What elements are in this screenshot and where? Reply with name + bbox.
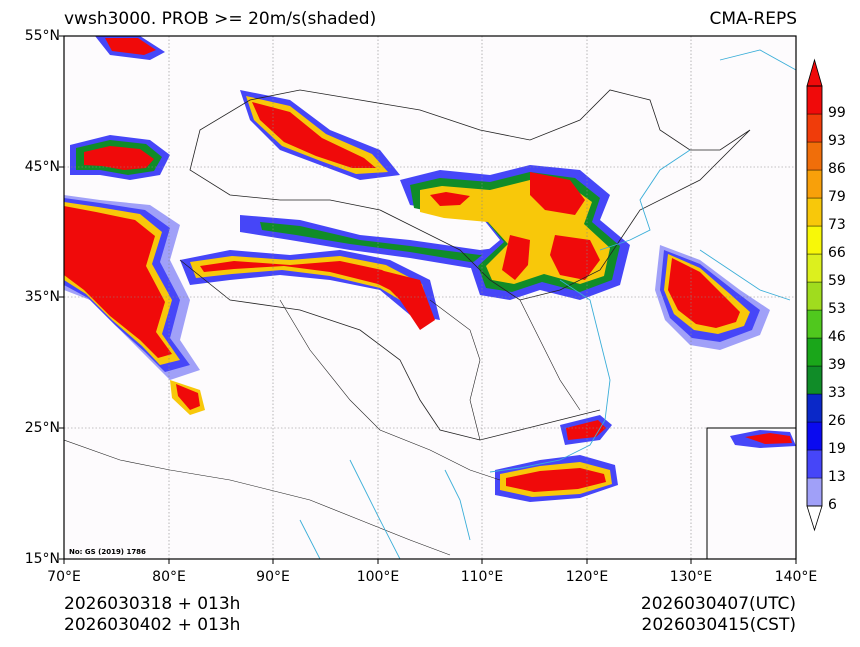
colorbar-label: 33: [828, 385, 846, 401]
colorbar-max-arrow: [806, 58, 823, 87]
colorbar-segment: [806, 225, 823, 255]
colorbar-label: 46: [828, 329, 846, 345]
colorbar-label: 59: [828, 273, 846, 289]
colorbar-segment: [806, 365, 823, 395]
gridlines: [64, 36, 796, 559]
colorbar-label: 73: [828, 217, 846, 233]
colorbar-segment: [806, 141, 823, 171]
colorbar-label: 19: [828, 441, 846, 457]
colorbar-segment: [806, 197, 823, 227]
lon-label-80: 80°E: [152, 569, 186, 585]
colorbar-segment: [806, 281, 823, 311]
shade-hexi-band: [240, 215, 520, 268]
lon-label-120: 120°E: [565, 569, 609, 585]
colorbar-segment: [806, 309, 823, 339]
lon-label-70: 70°E: [47, 569, 81, 585]
shade-mongolia: [240, 90, 400, 180]
valid-time-cst: 2026030415(CST): [641, 615, 796, 635]
lon-label-140: 140°E: [774, 569, 818, 585]
colorbar-label: 53: [828, 301, 846, 317]
colorbar-segment: [806, 169, 823, 199]
colorbar-min-arrow: [806, 505, 823, 532]
lat-label-45: 45°N: [24, 159, 60, 175]
lat-label-15: 15°N: [24, 551, 60, 567]
lon-label-130: 130°E: [669, 569, 713, 585]
init-time-utc: 2026030318 + 013h: [64, 594, 241, 614]
shade-tianshan: [70, 135, 170, 180]
init-time-cst: 2026030402 + 013h: [64, 615, 241, 635]
colorbar-segment: [806, 337, 823, 367]
colorbar-label: 6: [828, 497, 837, 513]
colorbar-segment: [806, 477, 823, 507]
shade-west-china: [64, 195, 200, 380]
colorbar-segment: [806, 253, 823, 283]
colorbar-frame: [806, 85, 823, 507]
colorbar-label: 26: [828, 413, 846, 429]
model-name: CMA-REPS: [709, 9, 797, 29]
colorbar-label: 99: [828, 105, 846, 121]
valid-time-utc: 2026030407(UTC): [640, 594, 796, 614]
colorbar-label: 39: [828, 357, 846, 373]
lon-label-100: 100°E: [356, 569, 400, 585]
axis-ticks: [59, 35, 797, 564]
colorbar-label: 93: [828, 133, 846, 149]
colorbar-segment: [806, 421, 823, 451]
lon-label-90: 90°E: [256, 569, 290, 585]
probability-shading: [64, 36, 796, 502]
lon-label-110: 110°E: [460, 569, 504, 585]
map-approval-number: No: GS (2019) 1786: [69, 548, 146, 556]
shade-central: [180, 250, 440, 320]
shade-north-edge: [95, 36, 205, 415]
shade-northern-china: [380, 165, 630, 330]
map-borders: [64, 49, 796, 559]
shade-inset: [730, 430, 796, 448]
colorbar-label: 66: [828, 245, 846, 261]
colorbar: [806, 58, 823, 532]
lat-label-55: 55°N: [24, 28, 60, 44]
shade-sea-of-japan: [655, 245, 770, 350]
colorbar-label: 86: [828, 161, 846, 177]
lat-label-35: 35°N: [24, 289, 60, 305]
colorbar-segment: [806, 393, 823, 423]
colorbar-segment: [806, 113, 823, 143]
colorbar-label: 13: [828, 469, 846, 485]
colorbar-label: 79: [828, 189, 846, 205]
lat-label-25: 25°N: [24, 420, 60, 436]
colorbar-segment: [806, 85, 823, 115]
map-title: vwsh3000. PROB >= 20m/s(shaded): [64, 9, 377, 29]
colorbar-segment: [806, 449, 823, 479]
